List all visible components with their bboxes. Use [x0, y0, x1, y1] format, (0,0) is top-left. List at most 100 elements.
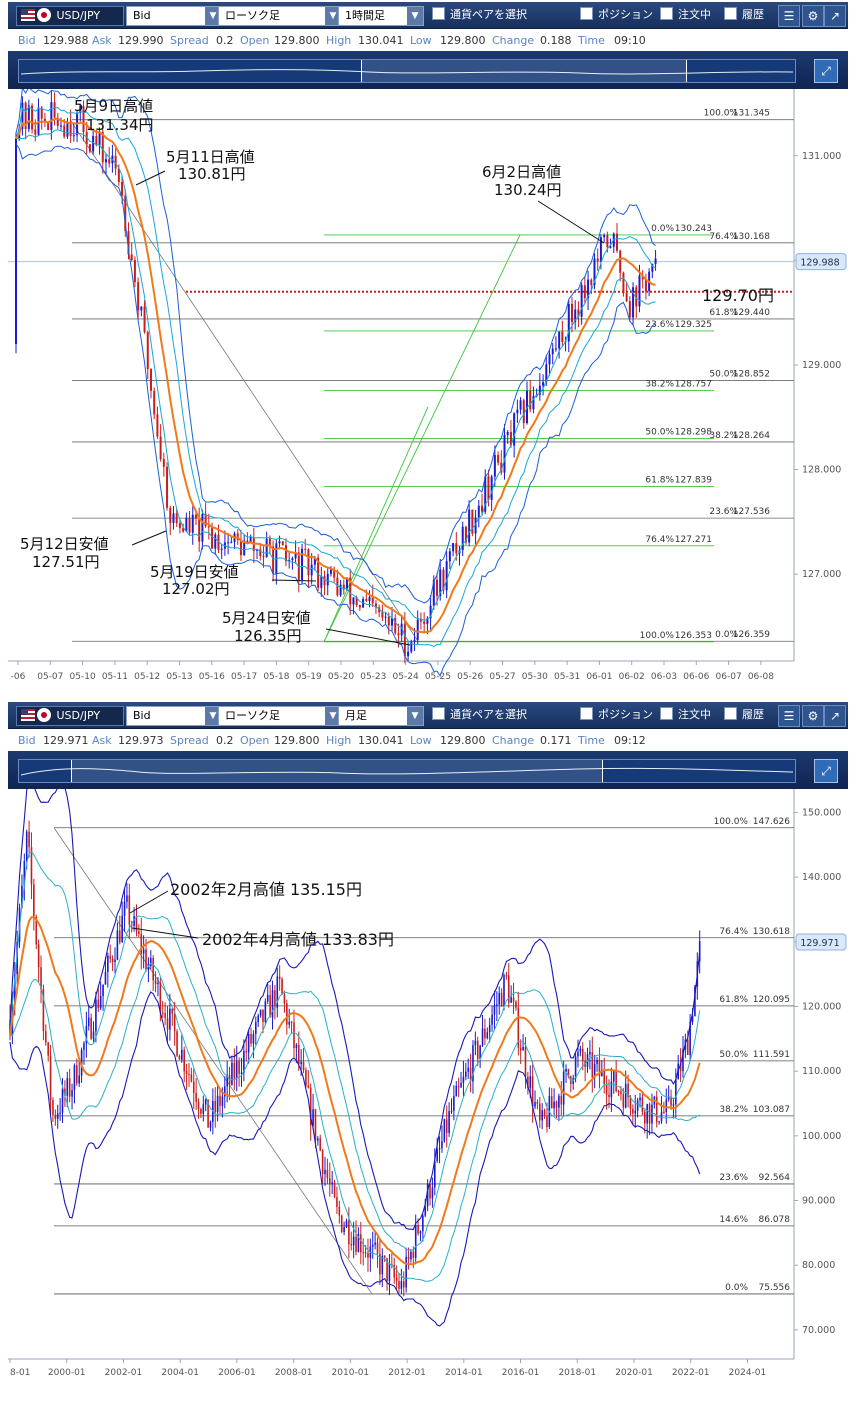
orders-label: 注文中	[678, 8, 711, 21]
candle-body	[407, 1256, 410, 1260]
chevron-down-icon: ▼	[205, 707, 221, 725]
candle-body	[646, 1104, 648, 1124]
chart-style-value: ローソク足	[225, 709, 280, 722]
moving-average-line	[9, 916, 701, 1266]
candle-body	[635, 287, 638, 307]
candle-body	[474, 1040, 477, 1046]
candle-body	[654, 258, 657, 265]
more-menu-button[interactable]: ☰	[778, 705, 800, 727]
candle-body	[324, 1169, 326, 1175]
candle-body	[243, 540, 246, 556]
symbol-badge[interactable]: USD/JPY	[16, 6, 124, 26]
positions-toggle[interactable]: ポジション	[580, 6, 653, 24]
candle-body	[266, 995, 269, 1002]
candle-body	[484, 476, 487, 512]
orders-toggle[interactable]: 注文中	[660, 706, 711, 724]
candle-body	[554, 348, 557, 350]
candle-body	[694, 986, 696, 1017]
range-scrollbar[interactable]	[18, 759, 796, 783]
candle-body	[204, 1099, 207, 1105]
fib-value: 131.345	[733, 109, 770, 119]
candle-body	[383, 1255, 386, 1259]
x-tick-label: 05-10	[70, 672, 96, 682]
candle-body	[620, 1091, 622, 1095]
candle-body	[496, 1004, 498, 1006]
candle-body	[465, 1071, 467, 1077]
popout-icon[interactable]: ↗	[824, 705, 846, 727]
fib-trend-line	[323, 406, 429, 643]
low-label: Low	[410, 34, 432, 47]
bollinger-upper-2	[9, 789, 701, 1231]
candle-body	[510, 997, 512, 1003]
x-tick-label: 2000-01	[48, 1368, 86, 1378]
expand-icon[interactable]: ⤢	[814, 759, 838, 783]
candle-body	[176, 1031, 178, 1056]
candle-body	[429, 605, 432, 619]
candle-body	[192, 1081, 195, 1094]
candle-body	[226, 1074, 228, 1087]
candle-body	[154, 980, 157, 985]
candle-body	[500, 992, 503, 1007]
candle-body	[570, 303, 573, 323]
candle-body	[639, 1097, 641, 1101]
symbol-badge[interactable]: USD/JPY	[16, 706, 124, 726]
gear-icon[interactable]: ⚙	[802, 5, 824, 27]
candle-body	[188, 517, 191, 533]
candle-body	[391, 618, 394, 626]
range-window-handle[interactable]	[71, 760, 603, 782]
candle-body	[343, 1227, 345, 1232]
price-type-select[interactable]: Bid ▼	[126, 706, 222, 726]
candle-body	[257, 1015, 259, 1022]
annotation-text: 130.81円	[178, 165, 246, 183]
more-menu-button[interactable]: ☰	[778, 5, 800, 27]
high-value: 130.041	[358, 734, 404, 747]
candle-body	[101, 131, 104, 163]
candle-body	[433, 1160, 436, 1188]
range-scrollbar[interactable]	[18, 59, 796, 83]
candle-body	[638, 275, 641, 307]
price-type-value: Bid	[133, 9, 151, 22]
chart-style-select[interactable]: ローソク足 ▼	[218, 706, 342, 726]
timeframe-select[interactable]: 月足 ▼	[338, 706, 424, 726]
gear-icon[interactable]: ⚙	[802, 705, 824, 727]
candle-body	[323, 576, 326, 586]
candle-body	[220, 548, 223, 550]
positions-toggle[interactable]: ポジション	[580, 706, 653, 724]
candle-body	[88, 144, 91, 152]
candle-body	[479, 1045, 481, 1059]
high-label: High	[326, 734, 352, 747]
expand-icon[interactable]: ⤢	[814, 59, 838, 83]
candle-body	[476, 1040, 479, 1059]
x-tick-label: 05-18	[263, 672, 289, 682]
timeframe-select[interactable]: 1時間足 ▼	[338, 6, 424, 26]
pair-select-toggle[interactable]: 通貨ペアを選択	[432, 706, 527, 724]
y-tick-label: 110.000	[802, 1066, 841, 1077]
candle-body	[202, 1104, 205, 1114]
pair-select-toggle[interactable]: 通貨ペアを選択	[432, 6, 527, 24]
candle-body	[95, 135, 98, 146]
chart-style-select[interactable]: ローソク足 ▼	[218, 6, 342, 26]
candle-body	[28, 831, 30, 848]
candle-body	[44, 1031, 47, 1043]
candle-body	[567, 303, 570, 342]
candle-body	[627, 1083, 629, 1098]
x-tick-label: 2020-01	[615, 1368, 653, 1378]
ask-value: 129.990	[118, 34, 164, 47]
candle-body	[142, 949, 145, 954]
candle-body	[402, 1281, 405, 1288]
candle-body	[235, 1061, 238, 1079]
candle-body	[15, 138, 17, 345]
history-toggle[interactable]: 履歴	[724, 6, 764, 24]
price-type-select[interactable]: Bid ▼	[126, 6, 222, 26]
orders-toggle[interactable]: 注文中	[660, 6, 711, 24]
bollinger-upper-1	[9, 851, 701, 1251]
candle-body	[472, 1045, 474, 1082]
candle-body	[182, 527, 185, 532]
history-toggle[interactable]: 履歴	[724, 706, 764, 724]
range-window-handle[interactable]	[361, 60, 687, 82]
candle-body	[349, 577, 352, 605]
candle-body	[670, 1096, 672, 1106]
candle-body	[71, 1090, 73, 1097]
candle-body	[386, 1258, 388, 1282]
popout-icon[interactable]: ↗	[824, 5, 846, 27]
